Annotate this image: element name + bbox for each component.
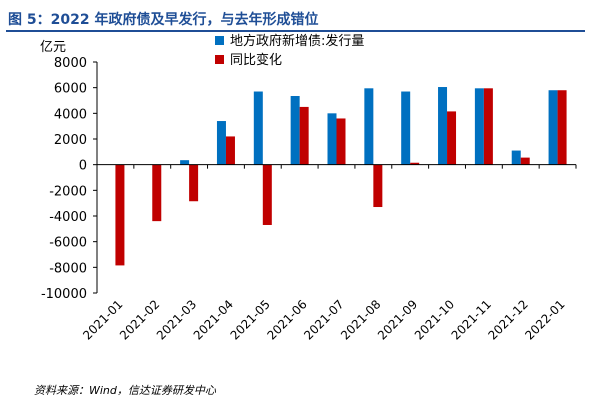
bars xyxy=(115,87,567,266)
bar-issuance-2021-04 xyxy=(216,121,226,165)
bar-yoy-change-2021-07 xyxy=(336,118,346,165)
y-tick-label: -2000 xyxy=(49,184,87,199)
bar-yoy-change-2021-12 xyxy=(520,157,530,165)
bar-issuance-2021-10 xyxy=(438,87,448,165)
y-tick-label: -10000 xyxy=(41,287,87,302)
x-tick-label: 2022-01 xyxy=(522,297,567,342)
y-axis: 8000 6000 4000 2000 0 -2000 -4000 -6000 -8000 -10… xyxy=(41,56,98,302)
bar-yoy-change-2021-06 xyxy=(299,106,309,165)
y-tick-label: 2000 xyxy=(54,133,87,148)
y-tick-label: 6000 xyxy=(54,82,87,97)
bar-issuance-2021-07 xyxy=(327,113,337,165)
y-tick-label: 4000 xyxy=(54,107,87,122)
bar-issuance-2022-01 xyxy=(548,90,558,165)
bar-yoy-change-2022-01 xyxy=(557,90,567,165)
bar-issuance-2021-11 xyxy=(474,88,484,165)
y-unit-label: 亿元 xyxy=(40,40,66,55)
bar-yoy-change-2021-04 xyxy=(225,136,235,165)
y-tick-label: -4000 xyxy=(49,210,87,225)
figure-title: 图 5：2022 年政府债及早发行，与去年形成错位 xyxy=(8,12,319,28)
bar-yoy-change-2021-10 xyxy=(447,111,457,165)
bar-issuance-2021-03 xyxy=(180,160,190,165)
legend-label: 同比变化 xyxy=(230,52,282,68)
bar-issuance-2021-06 xyxy=(290,96,300,165)
source-note: 资料来源：Wind，信达证券研发中心 xyxy=(34,384,216,397)
bar-issuance-2021-05 xyxy=(253,91,263,165)
legend-swatch xyxy=(215,55,224,64)
bar-yoy-change-2021-01 xyxy=(115,164,125,266)
y-tick-label: 8000 xyxy=(54,56,87,71)
bar-yoy-change-2021-02 xyxy=(152,164,162,222)
title-divider xyxy=(6,30,585,32)
legend-label: 地方政府新增债:发行量 xyxy=(230,33,364,49)
bar-issuance-2021-09 xyxy=(401,91,411,165)
bar-yoy-change-2021-03 xyxy=(189,164,199,202)
y-tick-label: -6000 xyxy=(49,236,87,251)
bar-issuance-2021-08 xyxy=(364,88,374,165)
legend-swatch xyxy=(215,36,224,45)
bar-yoy-change-2021-09 xyxy=(410,162,420,165)
bar-issuance-2021-12 xyxy=(511,150,521,165)
y-tick-label: 0 xyxy=(79,159,87,174)
y-tick-label: -8000 xyxy=(49,261,87,276)
bar-yoy-change-2021-05 xyxy=(262,164,272,225)
bar-yoy-change-2021-08 xyxy=(373,164,383,208)
bar-yoy-change-2021-11 xyxy=(483,88,493,165)
